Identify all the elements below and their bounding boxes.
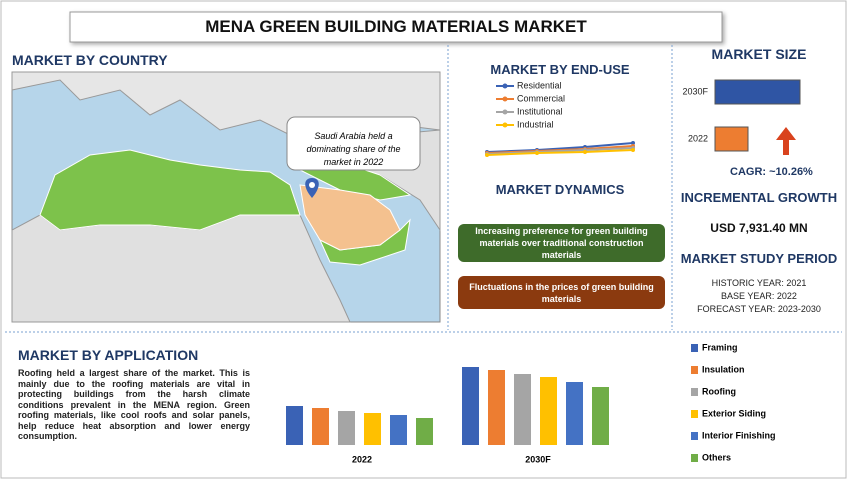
category-label: 2022: [688, 133, 708, 143]
bar: [286, 406, 303, 445]
legend-label: Industrial: [517, 119, 554, 129]
legend-swatch: [691, 366, 698, 374]
bar: [540, 377, 557, 445]
bar: [338, 411, 355, 445]
legend-label: Insulation: [702, 364, 745, 374]
callout: Saudi Arabia held a dominating share of …: [306, 131, 401, 167]
bar: [416, 418, 433, 445]
heading: MARKET DYNAMICS: [495, 182, 625, 197]
bar: [514, 374, 531, 445]
growth-value: USD 7,931.40 MN: [710, 221, 808, 235]
title: MENA GREEN BUILDING MATERIALS MARKET: [205, 17, 587, 36]
bar: [714, 79, 801, 105]
heading: MARKET BY APPLICATION: [18, 347, 199, 363]
legend-dot: [502, 109, 508, 115]
legend-label: Framing: [702, 342, 738, 352]
heading: INCREMENTAL GROWTH: [680, 190, 838, 205]
legend-label: Exterior Siding: [702, 408, 766, 418]
legend-label: Interior Finishing: [702, 430, 776, 440]
category-label: 2030F: [682, 86, 708, 96]
legend-label: Institutional: [517, 106, 563, 116]
legend-dot: [502, 122, 508, 128]
point: [535, 151, 539, 155]
bar: [312, 408, 329, 445]
bar: [592, 387, 609, 445]
x-tick-label: 2022: [352, 454, 372, 464]
heading: MARKET STUDY PERIOD: [680, 251, 838, 266]
cagr: CAGR: ~10.26%: [730, 166, 813, 178]
heading: MARKET BY END-USE: [490, 62, 630, 77]
legend-dot: [502, 83, 508, 89]
heading: MARKET BY COUNTRY: [12, 52, 168, 68]
bar: [364, 413, 381, 445]
bar: [488, 370, 505, 445]
point: [583, 150, 587, 154]
period-line: HISTORIC YEAR: 2021: [711, 278, 807, 288]
dynamic-item: Fluctuations in the prices of green buil…: [458, 276, 665, 309]
point: [631, 148, 635, 152]
legend-swatch: [691, 454, 698, 462]
legend-label: Roofing: [702, 386, 736, 396]
x-tick-label: 2030F: [525, 454, 551, 464]
bar: [714, 126, 749, 152]
legend-dot: [502, 96, 508, 102]
point: [631, 141, 635, 145]
legend-swatch: [691, 410, 698, 418]
map: [11, 71, 441, 323]
heading: MARKET SIZE: [711, 46, 807, 62]
line: [486, 149, 634, 156]
title-box: [69, 11, 723, 43]
paragraph: Roofing held a largest share of the mark…: [18, 368, 250, 441]
period-line: FORECAST YEAR: 2023-2030: [697, 304, 821, 314]
legend-label: Others: [702, 452, 731, 462]
period-line: BASE YEAR: 2022: [721, 291, 797, 301]
legend-swatch: [691, 344, 698, 352]
bar: [462, 367, 479, 445]
legend-swatch: [691, 432, 698, 440]
bar: [566, 382, 583, 445]
dynamic-item: Increasing preference for green building…: [458, 224, 665, 262]
legend-label: Commercial: [517, 93, 565, 103]
bar: [390, 415, 407, 445]
legend-label: Residential: [517, 80, 562, 90]
growth-arrow: [776, 127, 796, 155]
legend-swatch: [691, 388, 698, 396]
point: [485, 153, 489, 157]
